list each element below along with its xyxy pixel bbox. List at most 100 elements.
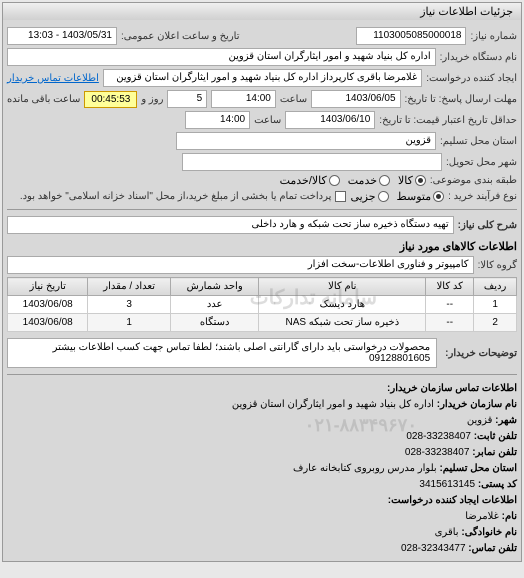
class-mixed-label: کالا/خدمت [280,174,327,187]
buyer-notes-row: توضیحات خریدار: محصولات درخواستی باید دا… [7,338,517,368]
contact-link[interactable]: اطلاعات تماس خریدار [7,73,99,84]
cell: 1 [474,296,517,314]
remain-time-box: 00:45:53 [84,91,137,108]
footer-ctel: 32343477-028 [401,543,466,554]
cell: 1403/06/08 [8,296,88,314]
table-row: 2 -- ذخیره ساز تحت شبکه NAS دستگاه 1 140… [8,314,517,332]
th-2: نام کالا [259,278,426,296]
class-mixed-option[interactable]: کالا/خدمت [280,174,340,187]
footer-tel-label: تلفن ثابت: [474,431,517,442]
footer-fname-label: نام: [502,511,517,522]
cell: 1403/06/08 [8,314,88,332]
remain-label: ساعت باقی مانده [7,94,80,105]
radio-icon [378,191,389,202]
footer-addr-label: استان محل تسلیم: [439,463,517,474]
th-3: واحد شمارش [170,278,258,296]
footer-ctel-label: تلفن تماس: [468,543,517,554]
radio-icon-checked [433,191,444,202]
city-row: شهر محل تحویل: [7,153,517,171]
radio-icon [379,175,390,186]
th-1: کد کالا [426,278,474,296]
footer-tel: 33238407-028 [406,431,471,442]
group-field: کامپیوتر و فناوری اطلاعات-سخت افزار [7,256,474,274]
footer-lname: باقری [435,527,459,538]
footer-postal-label: کد پستی: [478,479,517,490]
footer-lname-label: نام خانوادگی: [461,527,517,538]
cell: هارد دیسک [259,296,426,314]
req-number-label: شماره نیاز: [470,31,517,42]
group-label: گروه کالا: [478,260,517,271]
province-row: استان محل تسلیم: قزوین [7,132,517,150]
footer-org-label: نام سازمان خریدار: [437,399,517,410]
panel-content: شماره نیاز: 1103005085000018 تاریخ و ساع… [3,20,521,561]
cell: 1 [88,314,171,332]
validity-time-field: 14:00 [185,111,250,129]
table-row: 1 -- هارد دیسک عدد 3 1403/06/08 [8,296,517,314]
table-wrapper: سامانه تدارکات ردیف کد کالا نام کالا واح… [7,277,517,332]
buyer-notes-label: توضیحات خریدار: [445,348,517,359]
th-0: ردیف [474,278,517,296]
desc-row: شرح کلی نیاز: تهیه دستگاه ذخیره ساز تحت … [7,216,517,234]
org-label: نام دستگاه خریدار: [440,52,517,63]
cell: عدد [170,296,258,314]
province-field: قزوین [176,132,436,150]
classification-label: طبقه بندی موضوعی: [430,175,517,186]
creator-row: ایجاد کننده درخواست: غلامرضا باقری کارپر… [7,69,517,87]
deadline-date-field: 1403/06/05 [311,90,400,108]
days-label: روز و [141,94,163,105]
province-label: استان محل تسلیم: [440,136,517,147]
panel-header[interactable]: جزئیات اطلاعات نیاز [3,3,521,20]
treasury-checkbox[interactable] [335,191,346,202]
deadline-time-field: 14:00 [211,90,276,108]
th-4: تعداد / مقدار [88,278,171,296]
city-field [182,153,442,171]
class-goods-option[interactable]: کالا [398,174,426,187]
radio-icon [329,175,340,186]
classification-row: طبقه بندی موضوعی: کالا خدمت کالا/خدمت [7,174,517,187]
org-field: اداره کل بنیاد شهید و امور ایثارگران است… [7,48,436,66]
buyer-notes-text: محصولات درخواستی باید دارای گارانتی اصلی… [7,338,437,368]
validity-row: حداقل تاریخ اعتبار قیمت: تا تاریخ: 1403/… [7,111,517,129]
classification-radios: کالا خدمت کالا/خدمت [280,174,426,187]
validity-label: حداقل تاریخ اعتبار قیمت: تا تاریخ: [379,115,517,126]
req-number-field: 1103005085000018 [356,27,466,45]
cell: 2 [474,314,517,332]
cell: -- [426,314,474,332]
cell: 3 [88,296,171,314]
class-goods-label: کالا [398,174,413,187]
footer-fax-label: تلفن نمابر: [472,447,517,458]
cell: دستگاه [170,314,258,332]
purchase-minor-option[interactable]: جزیی [350,190,388,203]
footer-city-label: شهر: [495,415,517,426]
deadline-row: مهلت ارسال پاسخ: تا تاریخ: 1403/06/05 سا… [7,90,517,108]
purchase-label: نوع فرآیند خرید : [448,191,517,202]
purchase-mid-option[interactable]: متوسط [397,190,445,203]
creator-field: غلامرضا باقری کارپرداز اداره کل بنیاد شه… [103,69,422,87]
details-panel: جزئیات اطلاعات نیاز شماره نیاز: 11030050… [2,2,522,562]
class-service-option[interactable]: خدمت [348,174,390,187]
divider [7,209,517,210]
purchase-note: پرداخت تمام یا بخشی از مبلغ خرید،از محل … [20,191,332,202]
group-row: گروه کالا: کامپیوتر و فناوری اطلاعات-سخت… [7,256,517,274]
panel-title: جزئیات اطلاعات نیاز [420,6,513,18]
purchase-radios: متوسط جزیی [350,190,444,203]
items-section-title: اطلاعات کالاهای مورد نیاز [7,240,517,253]
desc-label: شرح کلی نیاز: [458,220,517,231]
footer-fname: غلامرضا [465,511,499,522]
cell: -- [426,296,474,314]
deadline-label: مهلت ارسال پاسخ: تا تاریخ: [405,94,517,105]
footer-info: ۰۲۱-۸۸۳۴۹۶۷۰ اطلاعات تماس سازمان خریدار:… [7,381,517,557]
footer-creator-section: اطلاعات ایجاد کننده درخواست: [388,495,517,506]
table-header-row: ردیف کد کالا نام کالا واحد شمارش تعداد /… [8,278,517,296]
desc-field: تهیه دستگاه ذخیره ساز تحت شبکه و هارد دا… [7,216,454,234]
datetime-field: 1403/05/31 - 13:03 [7,27,117,45]
deadline-time-label: ساعت [280,94,307,105]
radio-icon-checked [415,175,426,186]
divider [7,374,517,375]
cell: ذخیره ساز تحت شبکه NAS [259,314,426,332]
footer-fax: 33238407-028 [405,447,470,458]
purchase-minor-label: جزیی [350,190,375,203]
purchase-row: نوع فرآیند خرید : متوسط جزیی پرداخت تمام… [7,190,517,203]
datetime-label: تاریخ و ساعت اعلان عمومی: [121,31,240,42]
city-label: شهر محل تحویل: [446,157,517,168]
